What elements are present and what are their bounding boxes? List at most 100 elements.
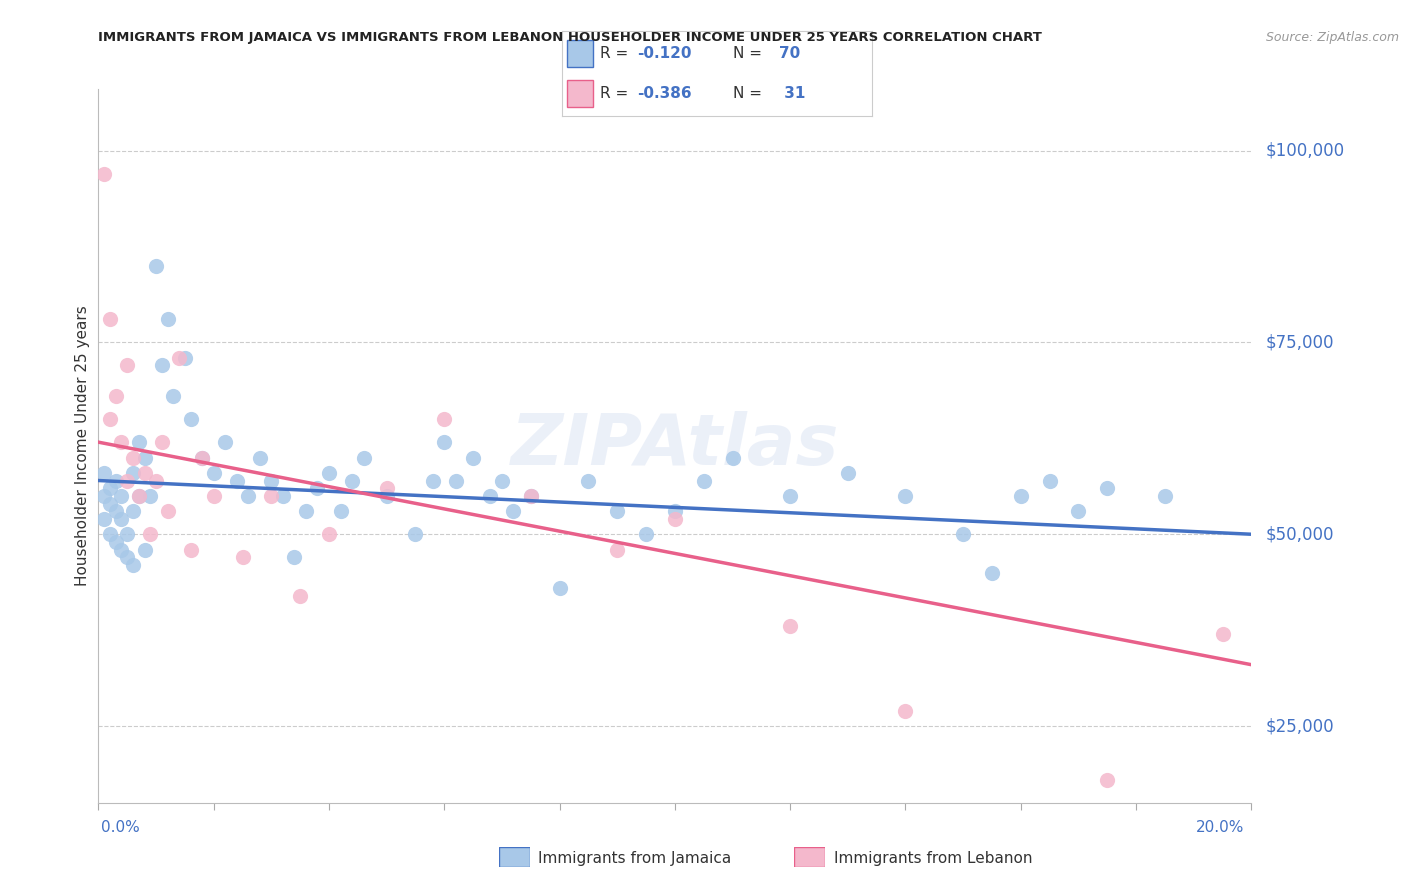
Point [340,474,363,488]
Point [271,489,294,503]
Point [162,389,184,403]
Text: $50,000: $50,000 [1265,525,1334,543]
Point [290,589,312,603]
Text: -0.120: -0.120 [637,45,692,61]
Point [375,489,398,503]
Point [721,450,744,465]
Point [180,412,202,426]
Point [1067,504,1090,518]
Point [134,542,156,557]
Point [128,489,150,503]
Text: Immigrants from Jamaica: Immigrants from Jamaica [538,851,731,865]
Point [117,527,138,541]
Point [606,542,628,557]
Text: $100,000: $100,000 [1265,142,1344,160]
FancyBboxPatch shape [499,847,530,867]
Point [318,466,340,480]
Point [202,466,225,480]
Point [180,542,202,557]
Point [93,512,115,526]
Point [779,489,801,503]
Point [283,550,305,565]
Point [461,450,484,465]
Point [606,504,628,518]
Text: R =: R = [599,45,633,61]
Point [122,466,145,480]
Point [110,512,132,526]
Text: Immigrants from Lebanon: Immigrants from Lebanon [834,851,1032,865]
Point [520,489,543,503]
Point [444,474,467,488]
Point [578,474,600,488]
Point [433,412,456,426]
Text: 20.0%: 20.0% [1197,821,1244,835]
Point [1097,772,1119,787]
Point [167,351,190,365]
Point [329,504,352,518]
Point [117,359,138,373]
Point [117,474,138,488]
Point [174,351,197,365]
Point [548,581,571,595]
Text: 0.0%: 0.0% [101,821,141,835]
Point [122,558,145,572]
Point [307,481,329,495]
Text: $25,000: $25,000 [1265,717,1334,735]
Point [191,450,214,465]
FancyBboxPatch shape [567,40,593,67]
Point [98,481,121,495]
Point [202,489,225,503]
Point [664,512,686,526]
Point [128,489,150,503]
Point [214,435,236,450]
Point [1153,489,1175,503]
Point [104,504,127,518]
Point [502,504,524,518]
Point [134,466,156,480]
Point [479,489,502,503]
FancyBboxPatch shape [567,80,593,108]
Point [93,466,115,480]
Point [156,312,179,326]
Point [110,489,132,503]
Point [405,527,427,541]
Point [636,527,658,541]
Text: N =: N = [733,45,766,61]
Point [110,435,132,450]
Point [1010,489,1032,503]
Point [894,704,917,718]
Point [104,535,127,549]
Point [353,450,375,465]
Point [93,167,115,181]
Point [122,450,145,465]
Point [1097,481,1119,495]
Text: Source: ZipAtlas.com: Source: ZipAtlas.com [1265,31,1399,45]
Point [98,527,121,541]
Point [93,489,115,503]
Point [98,497,121,511]
Point [98,312,121,326]
Point [693,474,716,488]
Point [150,435,173,450]
Text: ZIPAtlas: ZIPAtlas [510,411,839,481]
Point [520,489,543,503]
Point [295,504,318,518]
Point [249,450,271,465]
Point [952,527,974,541]
Point [260,489,283,503]
Point [150,359,173,373]
Point [260,474,283,488]
Text: $75,000: $75,000 [1265,334,1334,351]
Point [134,450,156,465]
Point [128,435,150,450]
Text: 31: 31 [779,87,806,102]
Point [318,527,340,541]
Point [422,474,444,488]
Point [491,474,513,488]
Text: 70: 70 [779,45,800,61]
Point [139,489,162,503]
Text: R =: R = [599,87,633,102]
Point [98,412,121,426]
Point [664,504,686,518]
Point [837,466,859,480]
